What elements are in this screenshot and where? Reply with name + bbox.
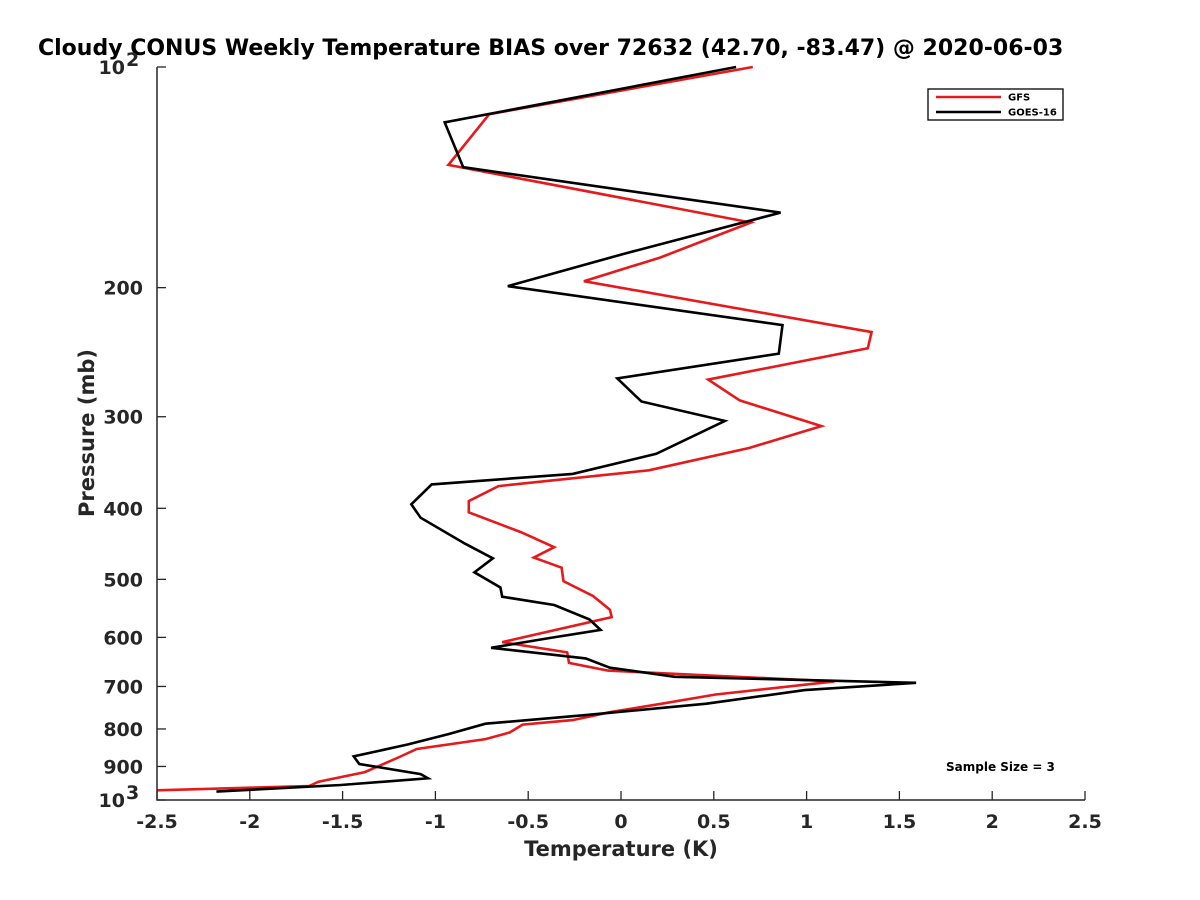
x-tick-label: 0 xyxy=(614,811,627,833)
x-tick-label: 1.5 xyxy=(883,811,917,833)
y-tick-label: 10 xyxy=(99,57,125,79)
sample-size-annotation: Sample Size = 3 xyxy=(946,760,1055,774)
y-tick-label: 600 xyxy=(103,627,143,649)
x-tick-label: -2.5 xyxy=(136,811,178,833)
x-tick-label: 2 xyxy=(986,811,999,833)
y-tick-label: 900 xyxy=(103,756,143,778)
series-line-goes-16 xyxy=(216,65,917,793)
x-tick-label: -2 xyxy=(239,811,260,833)
y-tick-label: 200 xyxy=(103,278,143,300)
y-tick-label: 800 xyxy=(103,719,143,741)
x-tick-label: 0.5 xyxy=(697,811,731,833)
x-axis-label: Temperature (K) xyxy=(524,837,718,861)
plot-area: -2.5 -2 -1.5 -1 -0.5 0 0.5 1 1.5 2 2.5 10 220030040… xyxy=(99,49,1102,833)
legend-label-goes-16: GOES-16 xyxy=(1008,108,1057,119)
y-tick-label-exponent: 2 xyxy=(126,49,139,71)
legend-box xyxy=(927,88,1064,121)
y-tick-label: 700 xyxy=(103,676,143,698)
legend-label-gfs: GFS xyxy=(1008,93,1030,104)
legend: GFS GOES-16 xyxy=(927,88,1064,121)
series-line-gfs xyxy=(156,65,874,792)
y-tick-label: 300 xyxy=(103,407,143,429)
x-tick-label: -1 xyxy=(425,811,446,833)
series-layer xyxy=(156,65,917,793)
axes-frame xyxy=(156,67,1085,801)
y-tick-label: 500 xyxy=(103,569,143,591)
x-tick-label: -0.5 xyxy=(507,811,549,833)
y-tick-label-exponent: 3 xyxy=(126,782,139,804)
y-tick-label: 10 xyxy=(99,790,125,812)
x-tick-label: -1.5 xyxy=(322,811,364,833)
x-tick-label: 2.5 xyxy=(1068,811,1102,833)
x-axis-ticks: -2.5 -2 -1.5 -1 -0.5 0 0.5 1 1.5 2 2.5 xyxy=(136,791,1102,833)
y-axis-label: Pressure (mb) xyxy=(75,349,99,517)
x-tick-label: 1 xyxy=(800,811,813,833)
chart-title: Cloudy CONUS Weekly Temperature BIAS ove… xyxy=(38,36,1063,61)
y-tick-label: 400 xyxy=(103,498,143,520)
